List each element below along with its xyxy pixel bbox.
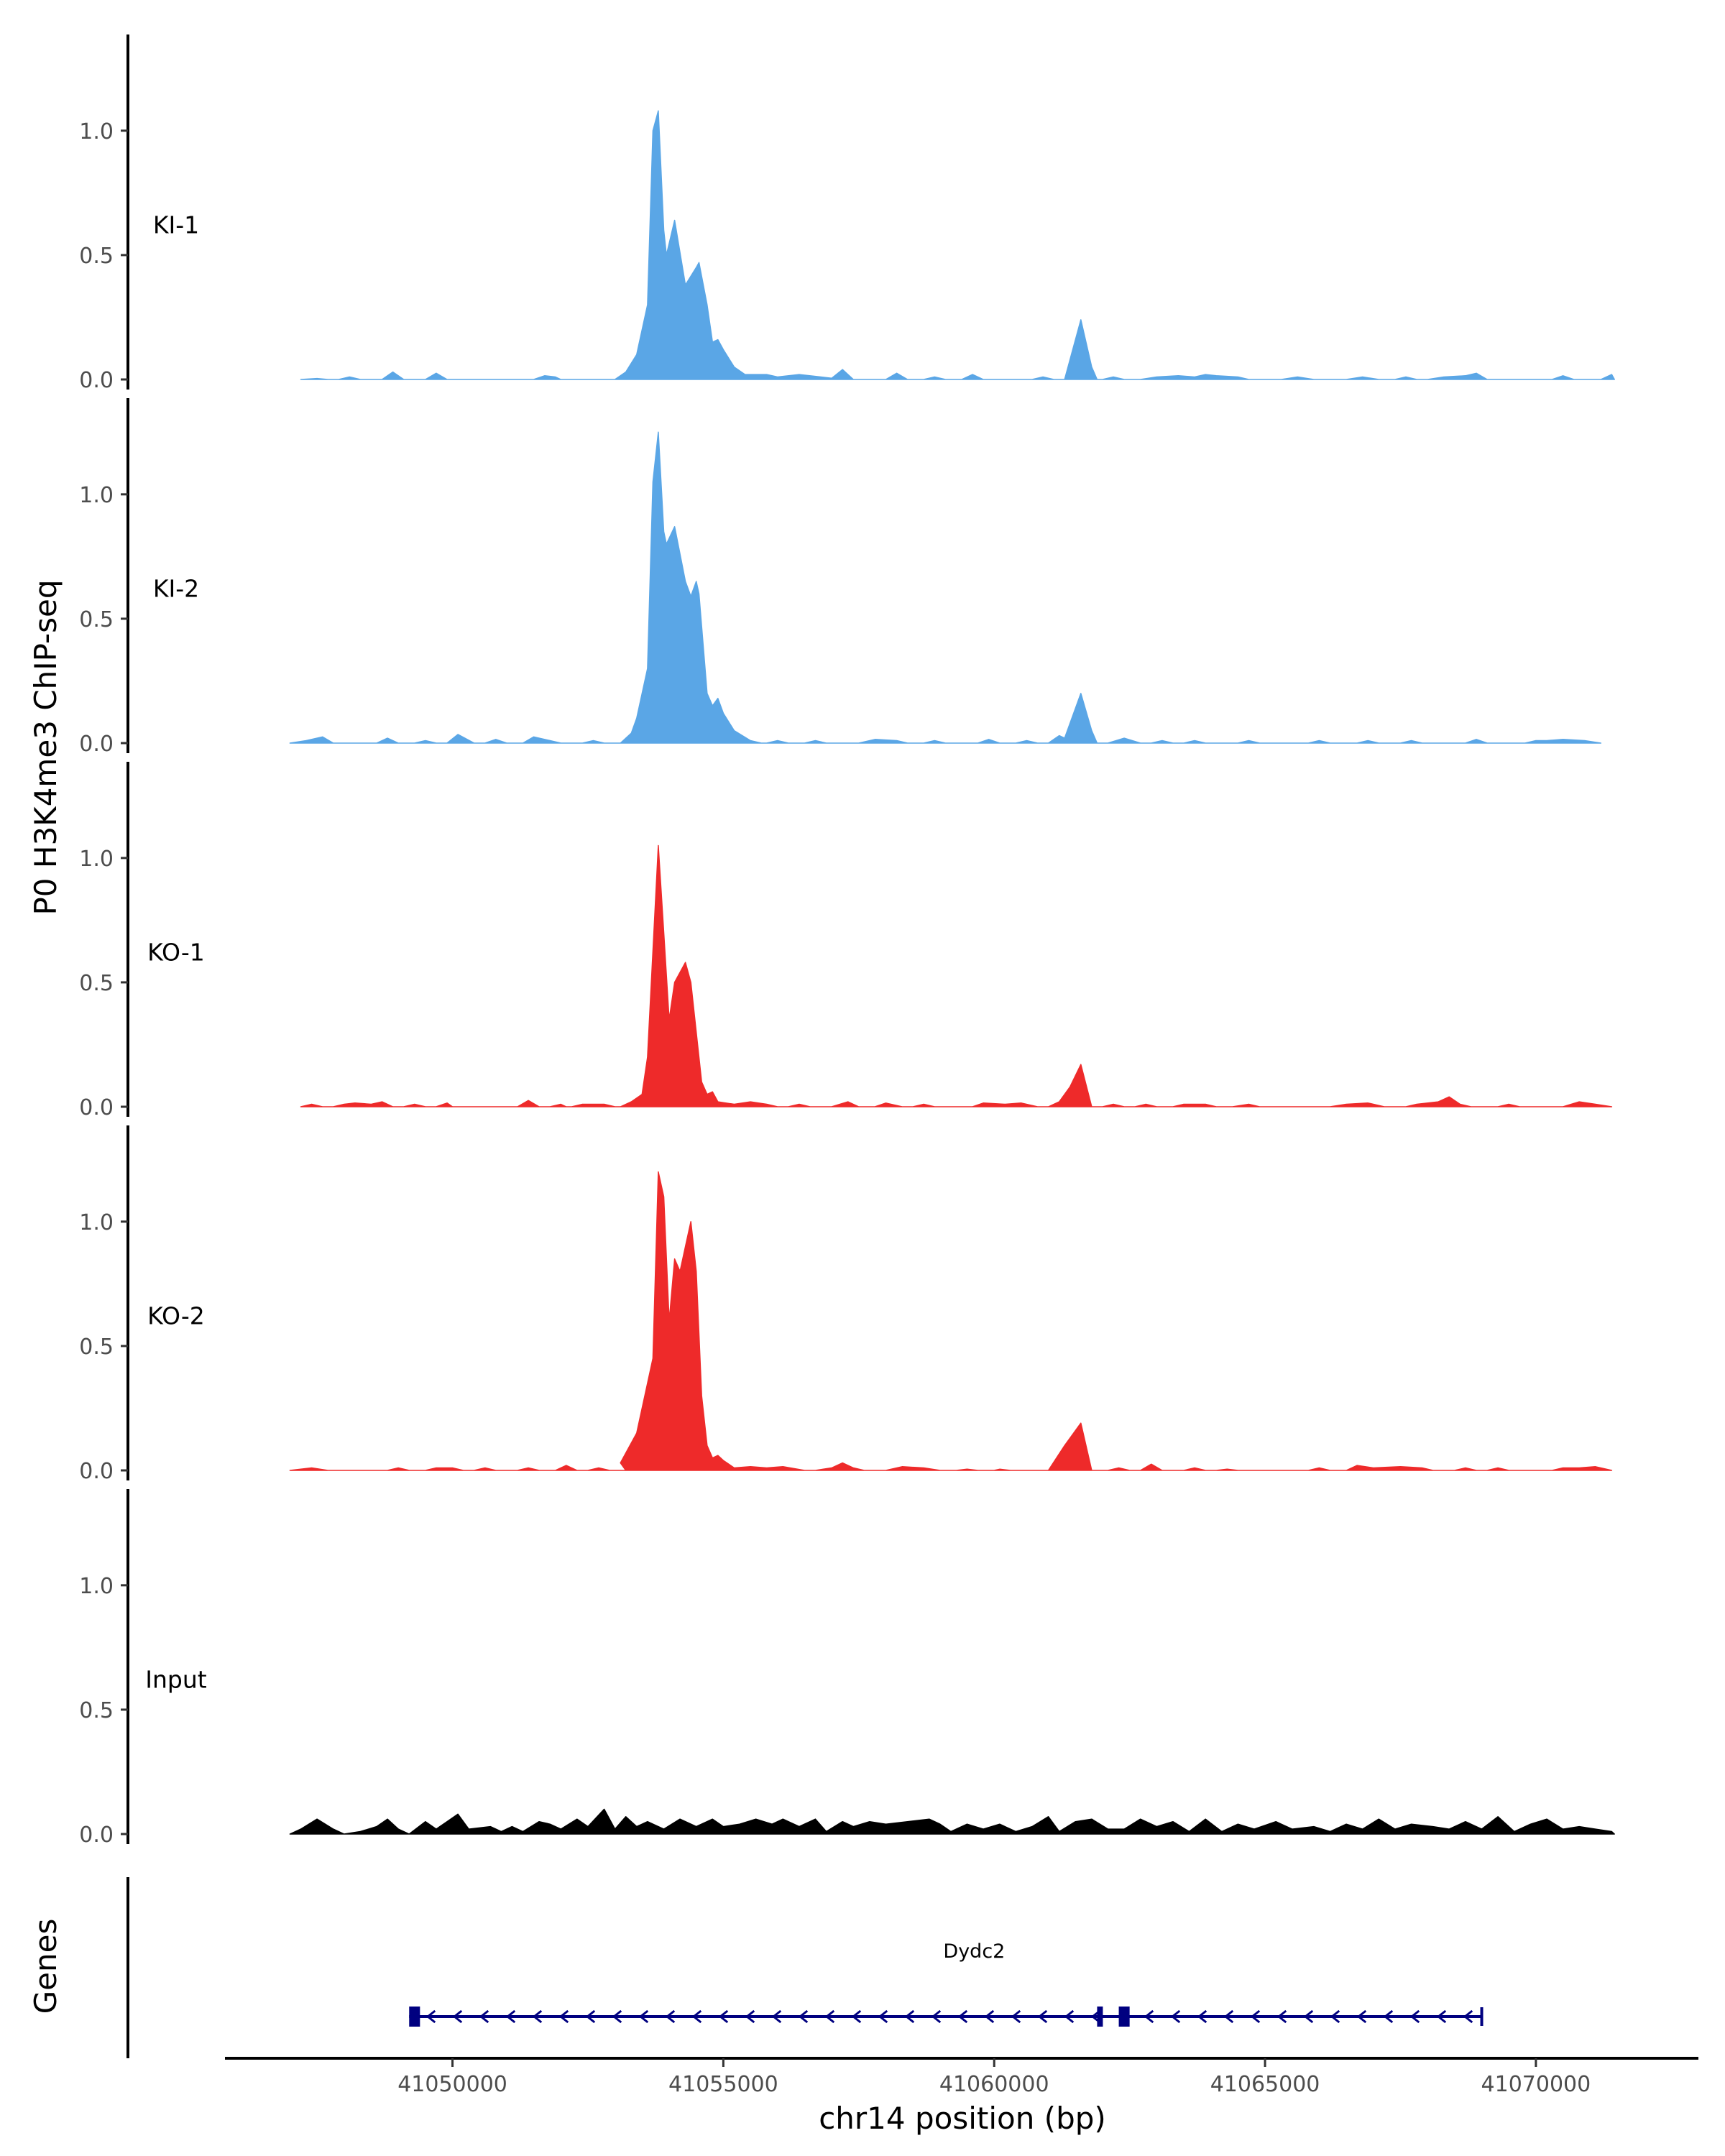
strand-arrow — [1011, 2009, 1021, 2024]
strand-arrow — [984, 2009, 995, 2024]
signal-area — [289, 431, 1602, 744]
signal-area — [289, 1171, 1613, 1471]
strand-arrow — [665, 2009, 676, 2024]
y-tick-label: 0.0 — [79, 1459, 114, 1484]
x-tick-label: 41060000 — [939, 2072, 1049, 2097]
strand-arrow — [585, 2009, 596, 2024]
strand-arrow — [771, 2009, 782, 2024]
genes-panel: Dydc2 — [126, 1877, 1484, 2058]
track-label: Input — [145, 1665, 207, 1693]
signal-area — [289, 1808, 1615, 1835]
strand-arrow — [718, 2009, 729, 2024]
strand-arrow — [1064, 2009, 1075, 2024]
gene-exon — [409, 2007, 420, 2027]
strand-arrow — [1170, 2009, 1181, 2024]
track-label: KO-2 — [147, 1302, 205, 1330]
y-tick-label: 0.5 — [79, 971, 114, 996]
strand-arrow — [479, 2009, 489, 2024]
y-tick-label: 0.0 — [79, 732, 114, 757]
strand-arrow — [1223, 2009, 1234, 2024]
strand-arrow — [452, 2009, 463, 2024]
y-tick-label: 0.5 — [79, 244, 114, 269]
strand-arrow — [1144, 2009, 1154, 2024]
strand-arrow — [1197, 2009, 1208, 2024]
y-tick-label: 0.0 — [79, 1823, 114, 1848]
strand-arrow — [904, 2009, 915, 2024]
y-tick-label: 0.5 — [79, 1335, 114, 1360]
x-tick-label: 41055000 — [668, 2072, 778, 2097]
strand-arrow — [1383, 2009, 1394, 2024]
strand-arrow — [745, 2009, 755, 2024]
track-ki-1: 0.0 0.5 1.0 KI-1 — [79, 34, 1615, 393]
track-label: KO-1 — [147, 938, 205, 966]
gene-exon — [1097, 2007, 1103, 2027]
strand-arrow — [957, 2009, 968, 2024]
strand-arrow — [1463, 2009, 1473, 2024]
strand-arrow — [1356, 2009, 1367, 2024]
strand-arrow — [824, 2009, 835, 2024]
y-tick-label: 1.0 — [79, 119, 114, 144]
genes-axis-title: Genes — [28, 1919, 63, 2014]
x-tick-label: 41070000 — [1481, 2072, 1591, 2097]
track-label: KI-2 — [153, 574, 199, 602]
strand-arrow — [532, 2009, 543, 2024]
x-tick-label: 41050000 — [397, 2072, 507, 2097]
y-tick-label: 1.0 — [79, 1574, 114, 1599]
signal-area — [300, 844, 1613, 1107]
x-axis: 41050000 41055000 41060000 41065000 41070000 — [225, 2057, 1698, 2097]
strand-arrow — [1037, 2009, 1048, 2024]
x-tick-label: 41065000 — [1210, 2072, 1320, 2097]
track-label: KI-1 — [153, 211, 199, 239]
y-tick-label: 0.0 — [79, 1095, 114, 1120]
strand-arrow — [878, 2009, 888, 2024]
track-input: 0.0 0.5 1.0 Input — [79, 1489, 1615, 1848]
strand-arrow — [1303, 2009, 1314, 2024]
strand-arrow — [691, 2009, 702, 2024]
y-tick-label: 1.0 — [79, 483, 114, 508]
strand-arrow — [1330, 2009, 1340, 2024]
y-axis-title: P0 H3K4me3 ChIP-seq — [28, 579, 63, 915]
y-tick-label: 1.0 — [79, 847, 114, 872]
track-ko-1: 0.0 0.5 1.0 KO-1 — [79, 762, 1613, 1120]
strand-arrow — [505, 2009, 516, 2024]
gene-name-label: Dydc2 — [943, 1940, 1005, 1963]
y-tick-label: 0.5 — [79, 1698, 114, 1723]
strand-arrow — [638, 2009, 649, 2024]
track-panels: 0.00.51.0KI-10.00.51.0KI-20.00.51.0KO-10… — [79, 34, 1615, 1848]
gene-exon — [1118, 2007, 1130, 2027]
track-ki-2: 0.0 0.5 1.0 KI-2 — [79, 398, 1602, 757]
strand-arrow — [426, 2009, 436, 2024]
strand-arrow — [1409, 2009, 1420, 2024]
signal-area — [300, 110, 1615, 380]
strand-arrow — [558, 2009, 569, 2024]
strand-arrow — [612, 2009, 622, 2024]
y-tick-label: 0.5 — [79, 607, 114, 632]
strand-arrow — [798, 2009, 809, 2024]
y-tick-label: 1.0 — [79, 1210, 114, 1235]
strand-arrow — [851, 2009, 862, 2024]
strand-arrow — [1250, 2009, 1261, 2024]
x-axis-title: chr14 position (bp) — [819, 2101, 1106, 2136]
strand-arrow — [1436, 2009, 1447, 2024]
strand-arrow — [931, 2009, 942, 2024]
track-ko-2: 0.0 0.5 1.0 KO-2 — [79, 1125, 1613, 1484]
y-tick-label: 0.0 — [79, 368, 114, 393]
strand-arrow — [1276, 2009, 1287, 2024]
